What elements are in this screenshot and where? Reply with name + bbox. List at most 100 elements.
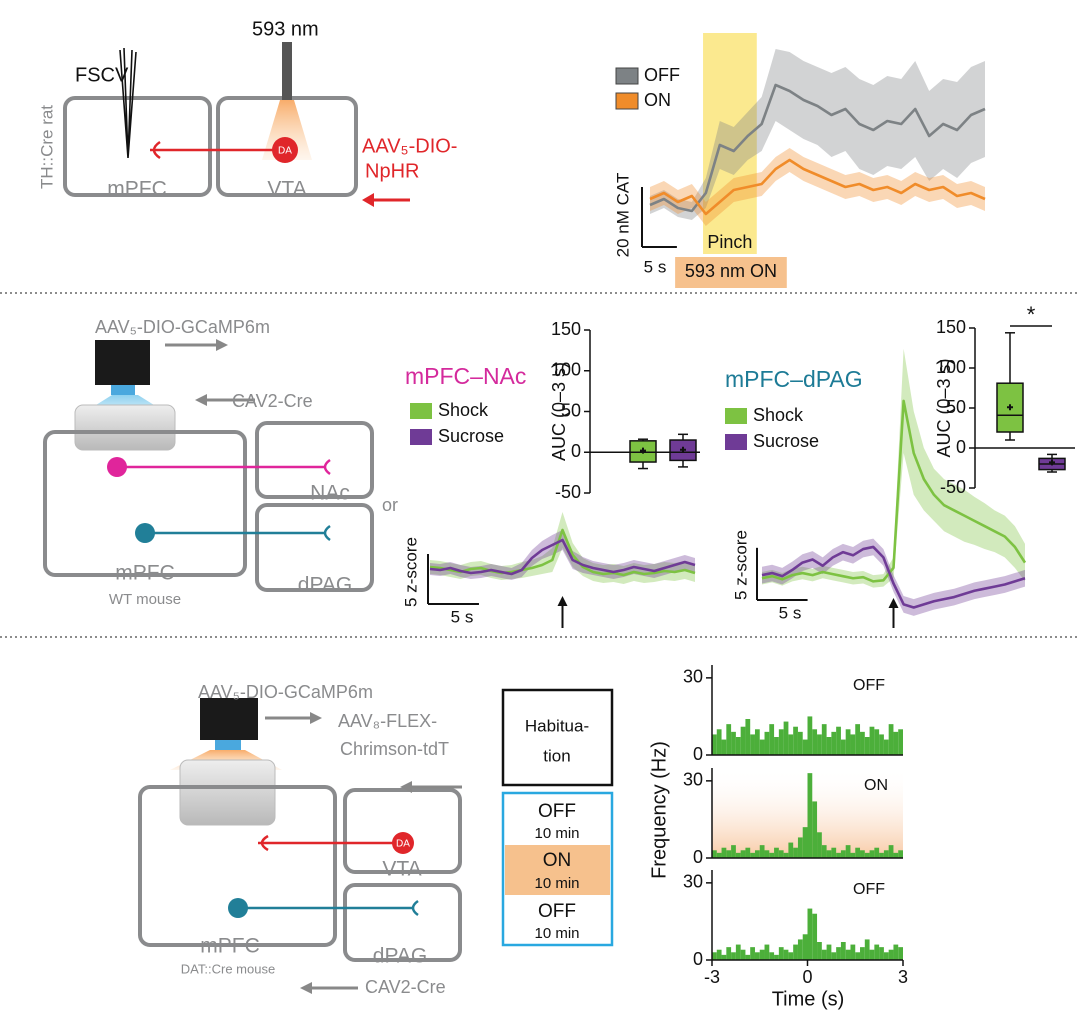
annotation-label: Pinch xyxy=(707,232,752,252)
bar xyxy=(735,852,741,858)
bar xyxy=(750,734,755,755)
label: 593 nm xyxy=(252,18,319,40)
region-box xyxy=(138,785,337,947)
chart-title: mPFC–NAc xyxy=(405,363,526,389)
panel-label: ON xyxy=(864,777,888,794)
event-arrow-head xyxy=(557,596,568,606)
bar xyxy=(893,944,899,960)
bar xyxy=(864,939,870,960)
line xyxy=(649,83,986,213)
label: OFF xyxy=(538,901,576,922)
scale-bar-label: 5 s xyxy=(644,257,667,276)
bar xyxy=(764,731,770,755)
bar xyxy=(812,729,818,755)
bar xyxy=(726,724,732,755)
label: NpHR xyxy=(365,160,419,182)
electrode xyxy=(119,47,137,159)
bar xyxy=(817,942,822,960)
bar xyxy=(745,719,751,755)
bar xyxy=(759,739,765,755)
bar xyxy=(788,952,794,960)
y-tick-label: 50 xyxy=(946,397,966,417)
bar xyxy=(802,739,808,755)
panel-label: OFF xyxy=(853,881,885,898)
bar xyxy=(845,949,851,960)
legend-swatch xyxy=(725,408,747,424)
lens xyxy=(179,759,276,826)
bar xyxy=(883,739,889,755)
bar xyxy=(721,847,727,858)
x-tick-label: 0 xyxy=(802,967,812,987)
line xyxy=(649,158,986,216)
bar xyxy=(898,850,903,858)
bar xyxy=(778,729,784,755)
y-tick-label: 150 xyxy=(936,317,966,337)
label: ON xyxy=(543,850,572,871)
scale-bar-label: 5 z-score xyxy=(731,530,750,600)
bar xyxy=(821,724,827,755)
label: 10 min xyxy=(534,875,579,892)
bar xyxy=(850,944,856,960)
bar xyxy=(821,949,827,960)
error-band xyxy=(650,148,985,226)
mean xyxy=(640,447,646,454)
bar xyxy=(850,852,856,858)
bar xyxy=(754,952,760,960)
bar xyxy=(860,850,865,858)
y-tick-label: 0 xyxy=(956,437,966,457)
legend-swatch xyxy=(615,92,639,110)
label: mPFC xyxy=(115,562,175,585)
region-box xyxy=(63,96,212,197)
bar xyxy=(788,842,794,858)
camera-lens xyxy=(215,740,241,750)
y-tick-label: 100 xyxy=(936,357,966,377)
y-tick-label: 0 xyxy=(693,744,703,764)
label: DA xyxy=(278,146,292,157)
bar xyxy=(869,949,875,960)
bar xyxy=(731,845,736,858)
label: NAc xyxy=(310,482,350,505)
y-tick-label: 0 xyxy=(693,949,703,969)
bar xyxy=(754,729,760,755)
bar xyxy=(879,947,884,960)
diagram-top: FSCV 593 nm TH::Cre rat mPFC VTA DA AAV₅… xyxy=(37,18,457,207)
legend-label: ON xyxy=(644,90,671,110)
bar xyxy=(893,731,899,755)
label: VTA xyxy=(382,858,421,881)
y-tick-label: -50 xyxy=(940,477,966,497)
region-box xyxy=(43,430,247,577)
arrow-head xyxy=(362,193,374,207)
bar xyxy=(778,947,784,960)
y-tick-label: 0 xyxy=(571,441,581,461)
scale-bar-label: 5 s xyxy=(451,607,474,626)
bar xyxy=(721,739,727,755)
y-tick-label: 150 xyxy=(551,319,581,339)
error-band xyxy=(650,49,985,220)
bar xyxy=(793,847,798,858)
label: DAT::Cre mouse xyxy=(181,961,275,976)
label: CAV2-Cre xyxy=(232,391,313,411)
bar xyxy=(716,852,722,858)
bar xyxy=(826,850,832,858)
bar xyxy=(807,908,813,960)
mean xyxy=(680,446,686,453)
cell xyxy=(107,457,127,477)
arrow-head xyxy=(310,712,322,724)
bar xyxy=(745,847,751,858)
bar xyxy=(836,947,841,960)
bar xyxy=(879,734,884,755)
y-tick-label: 30 xyxy=(683,872,703,892)
bar xyxy=(869,850,875,858)
bar xyxy=(817,734,822,755)
significance-label: * xyxy=(1027,302,1036,327)
label: mPFC xyxy=(107,178,167,201)
cell xyxy=(272,137,298,163)
label: or xyxy=(382,495,398,515)
bar xyxy=(802,934,808,960)
label: mPFC xyxy=(200,935,260,958)
bar xyxy=(836,726,841,755)
bar xyxy=(774,847,779,858)
bar xyxy=(812,801,818,858)
